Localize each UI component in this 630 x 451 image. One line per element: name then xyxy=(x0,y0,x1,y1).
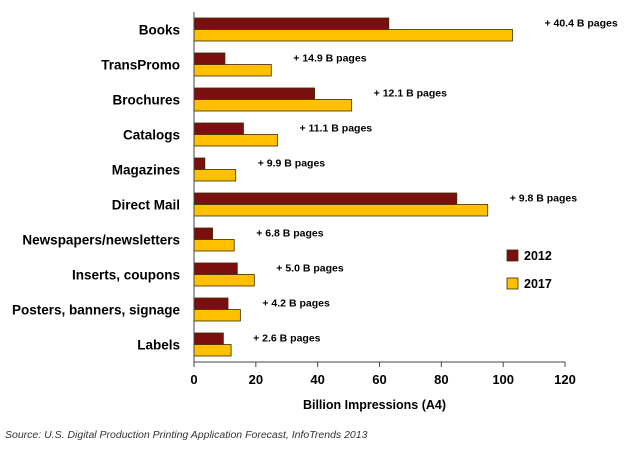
legend-swatch-2017 xyxy=(506,277,519,290)
bar-2017-6 xyxy=(193,239,235,252)
bar-2017-0 xyxy=(193,29,513,42)
category-label: Brochures xyxy=(112,93,180,108)
bar-2017-3 xyxy=(193,134,278,147)
x-tick-label: 40 xyxy=(310,372,324,387)
annotations: + 40.4 B pages + 14.9 B pages + 12.1 B pag… xyxy=(253,18,618,345)
category-label: Inserts, coupons xyxy=(72,268,180,283)
category-label: Catalogs xyxy=(123,128,180,143)
legend-swatch-2012 xyxy=(506,249,519,262)
annotation-label: + 14.9 B pages xyxy=(293,53,366,65)
annotation-label: + 11.1 B pages xyxy=(299,123,372,135)
category-label: Direct Mail xyxy=(112,198,180,213)
bar-2017-5 xyxy=(193,204,489,217)
bar-2012-5 xyxy=(193,192,458,205)
annotation-label: + 9.8 B pages xyxy=(510,193,578,205)
category-label: Books xyxy=(139,23,180,38)
bar-2012-1 xyxy=(193,52,226,65)
category-label: Newspapers/newsletters xyxy=(22,233,180,248)
legend-label: 2012 xyxy=(524,249,552,263)
x-ticks: 0 20 40 60 80 100 120 xyxy=(190,362,576,387)
legend: 2012 2017 xyxy=(506,249,552,291)
annotation-label: + 2.6 B pages xyxy=(253,333,321,345)
x-tick-label: 60 xyxy=(372,372,386,387)
bar-2012-7 xyxy=(193,262,238,275)
bar-2012-8 xyxy=(193,297,229,310)
x-tick-label: 80 xyxy=(434,372,448,387)
legend-label: 2017 xyxy=(524,277,552,291)
x-tick-label: 0 xyxy=(190,372,197,387)
x-tick-label: 100 xyxy=(492,372,514,387)
bar-2012-2 xyxy=(193,87,315,100)
bar-2012-9 xyxy=(193,332,224,345)
x-tick-label: 120 xyxy=(554,372,576,387)
bar-2017-2 xyxy=(193,99,353,112)
category-labels: Books TransPromo Brochures Catalogs Magazine… xyxy=(12,23,181,353)
annotation-label: + 4.2 B pages xyxy=(262,298,330,310)
annotation-label: + 9.9 B pages xyxy=(258,158,326,170)
bars xyxy=(193,17,513,357)
source-note: Source: U.S. Digital Production Printing… xyxy=(5,429,368,441)
category-label: Posters, banners, signage xyxy=(12,303,181,318)
x-tick-label: 20 xyxy=(249,372,263,387)
annotation-label: + 5.0 B pages xyxy=(276,263,344,275)
bar-2012-6 xyxy=(193,227,213,240)
bar-2017-7 xyxy=(193,274,255,287)
bar-2017-9 xyxy=(193,344,232,357)
bar-2012-3 xyxy=(193,122,244,135)
x-axis-label: Billion Impressions (A4) xyxy=(303,398,446,412)
bar-2017-4 xyxy=(193,169,237,182)
annotation-label: + 6.8 B pages xyxy=(256,228,324,240)
category-label: Labels xyxy=(137,338,180,353)
bar-2012-4 xyxy=(193,157,206,170)
annotation-label: + 12.1 B pages xyxy=(374,88,447,100)
category-label: TransPromo xyxy=(101,58,180,73)
category-label: Magazines xyxy=(112,163,180,178)
bar-2017-1 xyxy=(193,64,272,77)
bar-2017-8 xyxy=(193,309,241,322)
bar-2012-0 xyxy=(193,17,390,30)
annotation-label: + 40.4 B pages xyxy=(544,18,617,30)
